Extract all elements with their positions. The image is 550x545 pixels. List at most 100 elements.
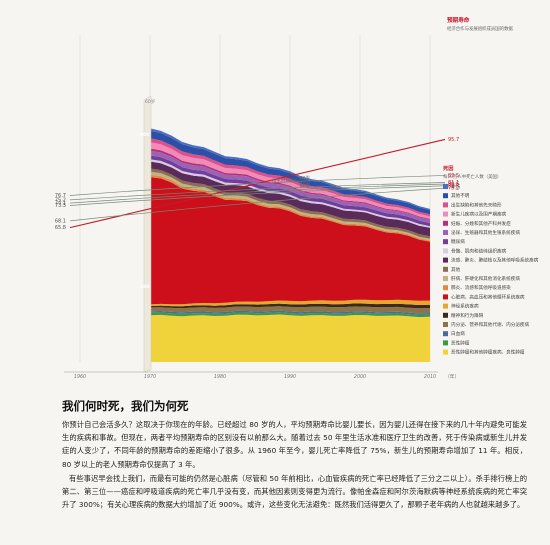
life-start-4: 73.3 (55, 203, 66, 209)
legend-label-14: 精神和行为障碍 (451, 312, 484, 319)
article: 我们何时死，我们为何死 你预计自己会活多久？这取决于你现在的年龄。已经超过 80… (62, 398, 527, 511)
life-name-2: 50岁 (300, 180, 310, 187)
death-subtitle: 每10万人中死亡人数（美国） (443, 173, 501, 180)
life-name-0: 出生时预期寿命 (272, 177, 303, 184)
area-14 (150, 303, 430, 309)
x-tick-1960: 1960 (74, 374, 86, 380)
legend-swatch-13 (443, 303, 448, 309)
x-tick-2000: 2000 (354, 374, 366, 380)
x-tick-1970: 1970 (144, 374, 156, 380)
area-4 (150, 148, 430, 220)
area-7 (150, 159, 430, 228)
life-line-1 (69, 175, 446, 196)
marker-value-bottom: 100 (140, 284, 150, 290)
legend-swatch-1 (443, 193, 448, 199)
legend-swatch-7 (443, 248, 448, 254)
area-5 (150, 150, 430, 223)
legend-swatch-6 (443, 239, 448, 245)
life-end-5: 79.2 (448, 186, 459, 192)
marker-label: 60岁 (145, 98, 155, 105)
legend-label-11: 肺炎、流感和其他呼吸道感染 (451, 284, 511, 291)
area-16 (150, 310, 430, 315)
legend-label-17: 恶性肿瘤 (451, 339, 470, 346)
legend-swatch-3 (443, 211, 448, 217)
area-2 (150, 138, 430, 217)
life-name-5: 5岁 (300, 193, 307, 200)
legend-label-18: 恶性肿瘤和其他肿瘤疾病、良性肿瘤 (451, 349, 525, 356)
life-end-4: 80 (448, 183, 454, 189)
x-tick-1990: 1990 (284, 374, 296, 380)
legend-swatch-16 (443, 331, 448, 337)
legend-label-1: 其他不明 (451, 192, 470, 199)
legend-swatch-9 (443, 266, 448, 272)
legend-label-8: 流感、肺炎、肺结核以及其他呼吸系统疾病 (451, 257, 539, 264)
legend-label-13: 神经系统疾病 (451, 303, 479, 310)
legend-label-3: 新生儿疾病以及围产期疾病 (451, 211, 507, 218)
pillar-body (143, 95, 152, 373)
article-paragraph-1: 你预计自己会活多久？这取决于你现在的年龄。已经超过 80 岁的人，平均预期寿命比… (62, 420, 527, 469)
legend-swatch-4 (443, 220, 448, 226)
legend-label-2: 出生缺陷和其他先天畸形 (451, 201, 502, 208)
legend-swatch-18 (443, 349, 448, 355)
legend-label-7: 骨骼、肌肉和结缔组织疾病 (451, 247, 507, 254)
life-expectancy-labels: 65.8 95.7 出生时预期寿命 76.7 83.5 60岁 75.2 81.1 50岁 74.… (55, 16, 514, 231)
life-name-1: 60岁 (300, 174, 310, 181)
life-end-2: 81.1 (448, 180, 459, 186)
life-name-3: 40岁 (300, 183, 310, 190)
legend-swatch-11 (443, 285, 448, 291)
life-line-4 (69, 185, 446, 206)
life-subtitle: 经济合作与发展组织成员国的数据 (447, 25, 513, 32)
life-start-0: 65.8 (55, 225, 66, 231)
legend-label-6: 糖尿病 (451, 238, 465, 245)
life-end-0: 95.7 (448, 137, 459, 143)
area-8 (150, 161, 430, 237)
legend-swatch-2 (443, 202, 448, 208)
legend-label-16: 白血病 (451, 330, 465, 337)
legend-swatch-0 (443, 184, 448, 189)
legend-swatch-5 (443, 230, 448, 235)
legend-swatch-8 (443, 257, 448, 263)
life-expectancy-lines (69, 138, 446, 229)
life-end-3: 80.6 (448, 181, 459, 187)
area-10 (150, 171, 430, 241)
x-tick-1980: 1980 (214, 374, 226, 380)
area-11 (150, 174, 430, 242)
area-3 (150, 142, 430, 219)
article-paragraph-2: 有些事迟早会找上我们，而最有可能的仍然是心脏病（尽管和 50 年前相比，心血管疾… (62, 473, 527, 510)
life-start-5: 68.1 (55, 218, 66, 224)
life-line-5 (69, 187, 446, 222)
legend-label-15: 内分泌、营养和其他代谢、内分泌疾病 (451, 321, 530, 328)
legend-swatch-17 (443, 340, 448, 346)
legend-swatch-14 (443, 312, 448, 318)
life-line-3 (69, 183, 446, 204)
legend-label-0: 外伤 (451, 183, 461, 190)
area-15 (150, 306, 430, 314)
marker-value-top: 900 (140, 132, 150, 138)
x-axis: 1960 1970 1980 1990 2000 2010 （年） (64, 371, 459, 380)
life-start-1: 76.7 (55, 193, 66, 199)
area-13 (150, 299, 430, 307)
life-end-1: 83.5 (448, 173, 459, 179)
life-expectancy-death-cause-chart: 900 100 60岁 65.8 95.7 出生时预期寿命 76.7 83.5 60岁 75.2… (55, 16, 539, 380)
legend-label-5: 泌尿、生殖器和其他生殖系统疾病 (451, 229, 520, 236)
legend-swatch-10 (443, 276, 448, 281)
marker-pillar: 900 100 60岁 (140, 95, 155, 373)
death-cause-stacked-areas (150, 128, 430, 362)
legend-swatch-15 (443, 322, 448, 327)
legend-label-9: 其他 (451, 266, 461, 273)
x-tick-2010: 2010 (424, 374, 436, 380)
article-title: 我们何时死，我们为何死 (62, 399, 189, 413)
area-6 (150, 155, 430, 227)
area-12 (150, 177, 430, 305)
area-9 (150, 168, 430, 239)
death-title: 死因 (442, 164, 453, 172)
legend-label-12: 心脏病、高血压和其他循环系统疾病 (451, 293, 525, 300)
life-title: 预期寿命 (447, 16, 470, 24)
legend-label-10: 肝病、肝硬化和其他消化系统疾病 (451, 275, 520, 282)
legend-label-4: 妊娠、分娩和其他产科并发症 (451, 220, 511, 227)
life-line-2 (69, 182, 446, 201)
area-17 (150, 312, 430, 318)
area-1 (150, 130, 430, 215)
